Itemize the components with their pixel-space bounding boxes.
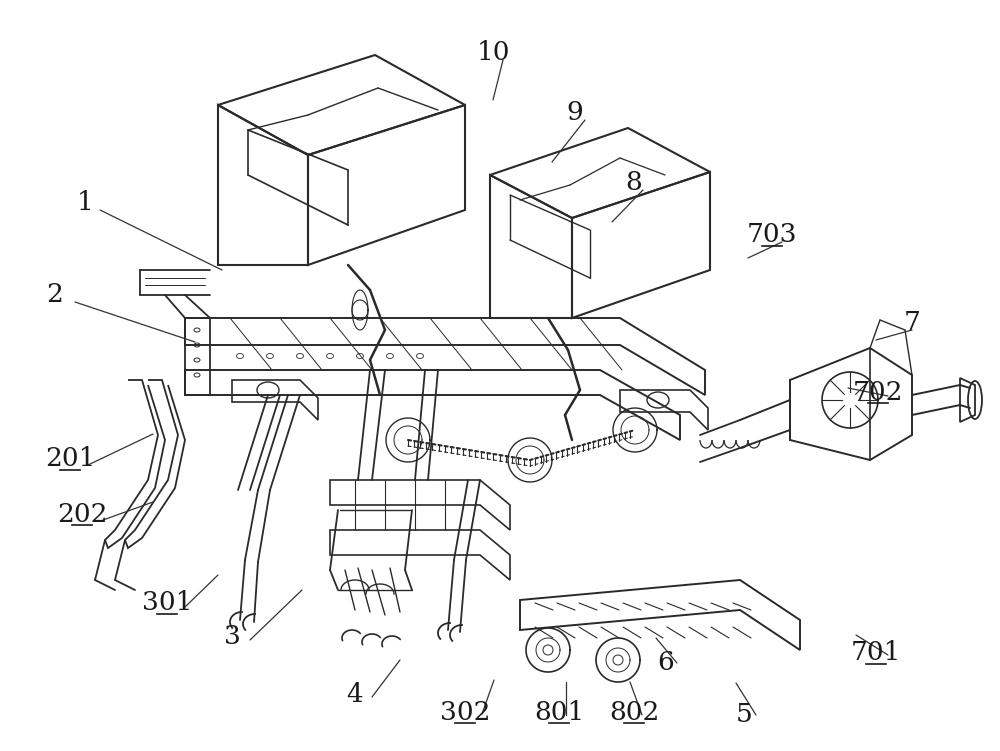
Text: 301: 301 <box>142 590 192 616</box>
Text: 4: 4 <box>347 683 363 707</box>
Text: 6: 6 <box>658 650 674 675</box>
Text: 201: 201 <box>45 447 95 472</box>
Text: 2: 2 <box>47 282 63 307</box>
Text: 701: 701 <box>851 641 901 665</box>
Text: 202: 202 <box>57 502 107 526</box>
Text: 802: 802 <box>609 699 659 725</box>
Text: 10: 10 <box>476 41 510 65</box>
Text: 1: 1 <box>77 191 93 216</box>
Text: 3: 3 <box>224 625 240 650</box>
Text: 5: 5 <box>736 702 752 728</box>
Text: 302: 302 <box>440 699 490 725</box>
Text: 702: 702 <box>853 379 903 405</box>
Text: 801: 801 <box>534 699 584 725</box>
Text: 703: 703 <box>747 222 797 248</box>
Text: 9: 9 <box>567 101 583 125</box>
Text: 8: 8 <box>626 170 642 195</box>
Text: 7: 7 <box>904 310 920 336</box>
